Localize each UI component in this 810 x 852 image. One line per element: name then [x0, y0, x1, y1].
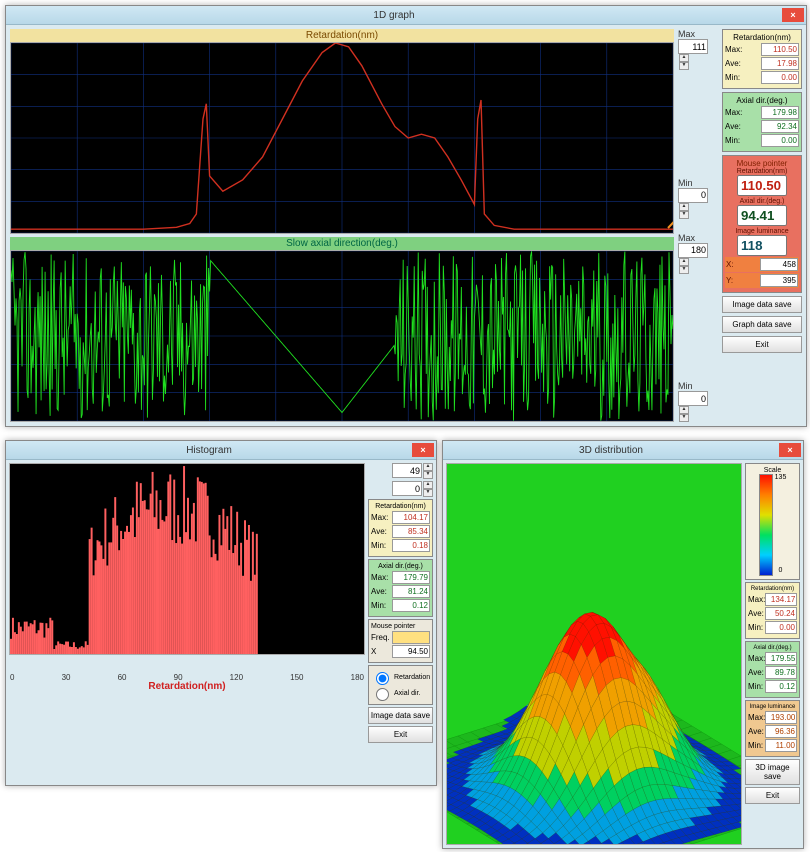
window-histogram: Histogram × 0306090120150180 Retardation… — [5, 440, 437, 786]
surface-3d-chart[interactable] — [446, 463, 742, 845]
chart1-max-spinner[interactable]: Max ▲▼ — [678, 29, 718, 70]
title-1d: 1D graph — [6, 10, 782, 21]
titlebar-3d[interactable]: 3D distribution × — [443, 441, 803, 460]
hist-panel-ret: Retardation(nm) Max: Ave: Min: — [368, 499, 433, 557]
close-icon[interactable]: × — [779, 443, 801, 457]
image-data-save-button[interactable]: Image data save — [722, 296, 802, 313]
hist-exit-button[interactable]: Exit — [368, 726, 433, 743]
titlebar-1d[interactable]: 1D graph × — [6, 6, 806, 25]
chart1-title: Retardation(nm) — [10, 29, 674, 42]
scale-panel: Scale 135 0 — [745, 463, 800, 580]
chart2-title: Slow axial direction(deg.) — [10, 237, 674, 250]
panel-mouse-pointer: Mouse pointer Retardation(nm) Axial dir.… — [722, 155, 802, 293]
hist-image-save-button[interactable]: Image data save — [368, 707, 433, 724]
histogram-chart[interactable]: 0306090120150180 Retardation(nm) — [9, 463, 365, 655]
radio-retardation[interactable] — [376, 672, 389, 685]
title-hist: Histogram — [6, 445, 412, 456]
window-3d: 3D distribution × Scale 135 0 Retardatio… — [442, 440, 804, 849]
hist-x-title: Retardation(nm) — [10, 681, 364, 692]
close-icon[interactable]: × — [782, 8, 804, 22]
hist-spin1[interactable]: ▲▼ — [368, 463, 433, 479]
titlebar-hist[interactable]: Histogram × — [6, 441, 436, 460]
panel-axial: Axial dir.(deg.) Max: Ave: Min: — [722, 92, 802, 152]
close-icon[interactable]: × — [412, 443, 434, 457]
3d-panel-lum: Image luminance Max: Ave: Min: — [745, 700, 800, 757]
chart2-max-spinner[interactable]: Max ▲▼ — [678, 233, 718, 274]
radio-axial[interactable] — [376, 688, 389, 701]
3d-image-save-button[interactable]: 3D image save — [745, 759, 800, 785]
exit-button[interactable]: Exit — [722, 336, 802, 353]
chart1-retardation[interactable] — [10, 42, 674, 234]
hist-panel-axial: Axial dir.(deg.) Max: Ave: Min: — [368, 559, 433, 617]
chart2-min-spinner[interactable]: Min ▲▼ — [678, 381, 718, 422]
3d-panel-axial: Axial dir.(deg.) Max: Ave: Min: — [745, 641, 800, 698]
title-3d: 3D distribution — [443, 445, 779, 456]
hist-panel-mouse: Mouse pointer Freq. X — [368, 619, 433, 663]
hist-spin2[interactable]: ▲▼ — [368, 481, 433, 497]
chart1-min-spinner[interactable]: Min ▲▼ — [678, 178, 718, 219]
chart2-axial[interactable] — [10, 250, 674, 422]
3d-panel-ret: Retardation(nm) Max: Ave: Min: — [745, 582, 800, 639]
panel-retardation: Retardation(nm) Max: Ave: Min: — [722, 29, 802, 89]
3d-exit-button[interactable]: Exit — [745, 787, 800, 804]
graph-data-save-button[interactable]: Graph data save — [722, 316, 802, 333]
hist-radio-panel: Retardation Axial dir. — [368, 665, 433, 705]
window-1d-graph: 1D graph × Retardation(nm) Slow axial di… — [5, 5, 807, 427]
colormap-bar — [759, 474, 773, 576]
